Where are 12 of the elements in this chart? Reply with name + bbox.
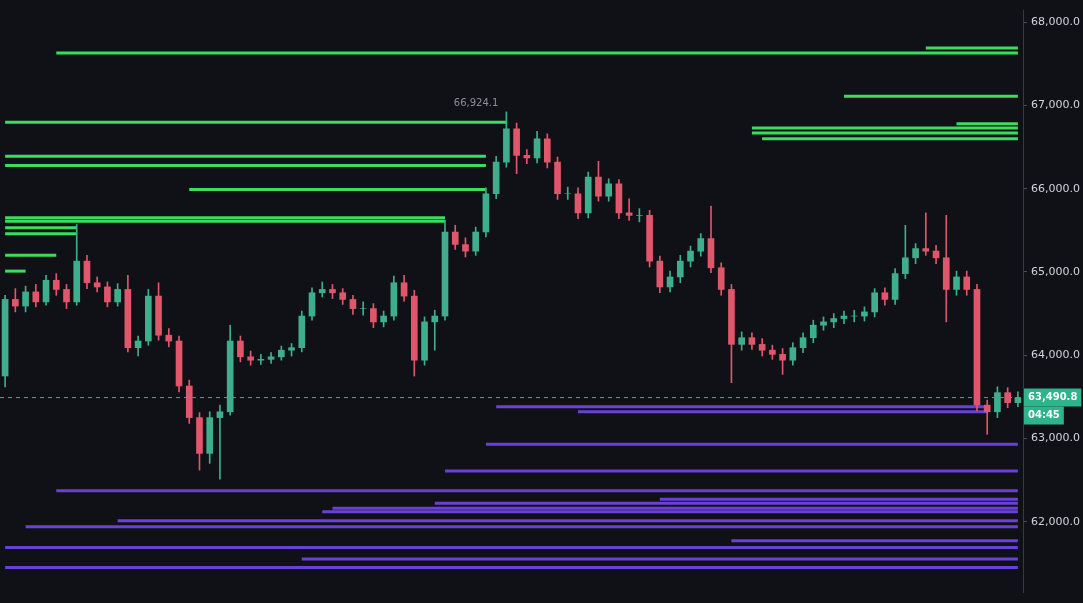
y-tick-label: 62,000.0 [1031,514,1080,528]
candlestick [359,301,367,316]
y-tick-label: 63,000.0 [1031,431,1080,445]
y-tick-label: 67,000.0 [1031,98,1080,112]
candlestick [564,186,572,200]
y-tick-label: 68,000.0 [1031,15,1080,29]
text: 04:45 [1028,409,1060,421]
ref-line-label: 63,490.8 [1028,391,1078,403]
annotation: 66,924.1 [453,97,499,109]
y-tick-label: 64,000.0 [1031,348,1080,362]
y-tick-label: 66,000.0 [1031,181,1080,195]
y-tick-label: 65,000.0 [1031,264,1080,278]
